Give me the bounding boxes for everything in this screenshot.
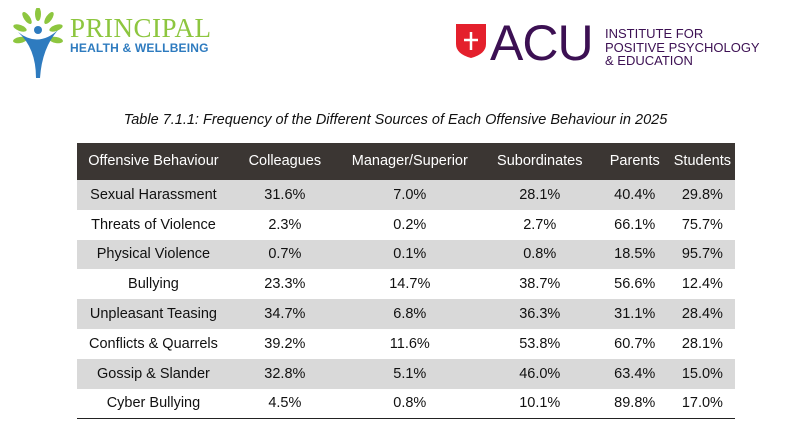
cell-students: 17.0% bbox=[669, 388, 735, 420]
cell-manager: 0.1% bbox=[339, 239, 480, 270]
wellbeing-figure-icon bbox=[13, 8, 63, 78]
table-row: Gossip & Slander 32.8% 5.1% 46.0% 63.4% 15.0% bbox=[77, 358, 735, 389]
cell-subordinates: 2.7% bbox=[523, 216, 557, 233]
offensive-behaviour-table: Offensive Behaviour Colleagues Manager/S… bbox=[77, 143, 735, 420]
cell-manager: 14.7% bbox=[389, 276, 431, 293]
cell-parents: 18.5% bbox=[599, 239, 670, 270]
cell-students: 15.0% bbox=[669, 358, 735, 389]
cell-colleagues: 34.7% bbox=[229, 299, 340, 329]
table-header-row: Offensive Behaviour Colleagues Manager/S… bbox=[77, 143, 735, 180]
cell-parents: 31.1% bbox=[599, 299, 670, 329]
cell-subordinates: 36.3% bbox=[479, 299, 600, 329]
table-row: Bullying 23.3% 14.7% 38.7% 56.6% 12.4% bbox=[77, 269, 735, 299]
cell-parents: 56.6% bbox=[614, 276, 656, 293]
header-parents: Parents bbox=[599, 143, 670, 180]
cell-manager: 0.8% bbox=[339, 388, 480, 420]
table-row: Threats of Violence 2.3% 0.2% 2.7% 66.1% 75.7… bbox=[77, 210, 735, 240]
cell-students: 28.1% bbox=[681, 335, 723, 352]
principal-logo-title: PRINCIPAL bbox=[70, 13, 212, 43]
cell-behaviour: Conflicts & Quarrels bbox=[88, 335, 218, 352]
header-behaviour: Offensive Behaviour bbox=[77, 143, 230, 180]
header-subordinates: Subordinates bbox=[479, 143, 600, 180]
cell-manager: 11.6% bbox=[389, 335, 430, 352]
cell-colleagues: 4.5% bbox=[229, 388, 340, 420]
table-row: Physical Violence 0.7% 0.1% 0.8% 18.5% 95.7% bbox=[77, 239, 735, 270]
cell-subordinates: 10.1% bbox=[479, 388, 600, 420]
acu-logo-name: ACU bbox=[490, 15, 594, 71]
table-body: Sexual Harassment 31.6% 7.0% 28.1% 40.4% 29.8… bbox=[77, 180, 735, 420]
cell-parents: 60.7% bbox=[614, 335, 656, 352]
table-row: Sexual Harassment 31.6% 7.0% 28.1% 40.4% 29.8… bbox=[77, 180, 735, 210]
cell-students: 75.7% bbox=[681, 216, 723, 233]
principal-logo-subtitle: HEALTH & WELLBEING bbox=[70, 41, 209, 55]
cell-colleagues: 32.8% bbox=[229, 358, 340, 389]
header-colleagues: Colleagues bbox=[229, 143, 340, 180]
cell-behaviour: Gossip & Slander bbox=[77, 358, 230, 389]
cell-colleagues: 23.3% bbox=[264, 276, 306, 293]
cell-subordinates: 38.7% bbox=[519, 276, 561, 293]
cell-students: 29.8% bbox=[669, 180, 735, 210]
acu-shield-icon bbox=[456, 24, 486, 58]
cell-colleagues: 2.3% bbox=[268, 216, 302, 233]
cell-behaviour: Bullying bbox=[128, 276, 179, 293]
cell-manager: 6.8% bbox=[339, 299, 480, 329]
cell-behaviour: Threats of Violence bbox=[91, 216, 216, 233]
cell-parents: 66.1% bbox=[614, 216, 656, 233]
cell-students: 28.4% bbox=[669, 299, 735, 329]
cell-behaviour: Sexual Harassment bbox=[77, 180, 230, 210]
cell-parents: 89.8% bbox=[599, 388, 670, 420]
acu-sub-line: POSITIVE PSYCHOLOGY bbox=[605, 39, 760, 55]
acu-sub-line: & EDUCATION bbox=[605, 53, 693, 68]
cell-colleagues: 0.7% bbox=[229, 239, 340, 270]
cell-colleagues: 31.6% bbox=[229, 180, 340, 210]
cell-students: 12.4% bbox=[681, 276, 723, 293]
cell-behaviour: Physical Violence bbox=[77, 239, 230, 270]
table-row: Conflicts & Quarrels 39.2% 11.6% 53.8% 60.7%… bbox=[77, 329, 735, 359]
cell-manager: 5.1% bbox=[339, 358, 480, 389]
cell-subordinates: 53.8% bbox=[519, 335, 561, 352]
acu-logo-subtitle: INSTITUTE FOR POSITIVE PSYCHOLOGY & EDUC… bbox=[605, 27, 760, 68]
table-caption: Table 7.1.1: Frequency of the Different … bbox=[123, 112, 668, 128]
cell-subordinates: 46.0% bbox=[479, 358, 600, 389]
cell-parents: 63.4% bbox=[599, 358, 670, 389]
cell-parents: 40.4% bbox=[599, 180, 670, 210]
cell-subordinates: 28.1% bbox=[479, 180, 600, 210]
cell-manager: 7.0% bbox=[339, 180, 480, 210]
header-students: Students bbox=[669, 143, 735, 180]
cell-behaviour: Unpleasant Teasing bbox=[77, 299, 230, 329]
cell-students: 95.7% bbox=[669, 239, 735, 270]
cell-subordinates: 0.8% bbox=[479, 239, 600, 270]
cell-behaviour: Cyber Bullying bbox=[77, 388, 230, 420]
acu-sub-line: INSTITUTE FOR bbox=[605, 26, 704, 41]
table-row: Unpleasant Teasing 34.7% 6.8% 36.3% 31.1% 28.… bbox=[77, 299, 735, 329]
table-row: Cyber Bullying 4.5% 0.8% 10.1% 89.8% 17.0% bbox=[77, 388, 735, 420]
cell-manager: 0.2% bbox=[393, 216, 427, 233]
header-manager: Manager/Superior bbox=[339, 143, 480, 180]
cell-colleagues: 39.2% bbox=[264, 335, 306, 352]
